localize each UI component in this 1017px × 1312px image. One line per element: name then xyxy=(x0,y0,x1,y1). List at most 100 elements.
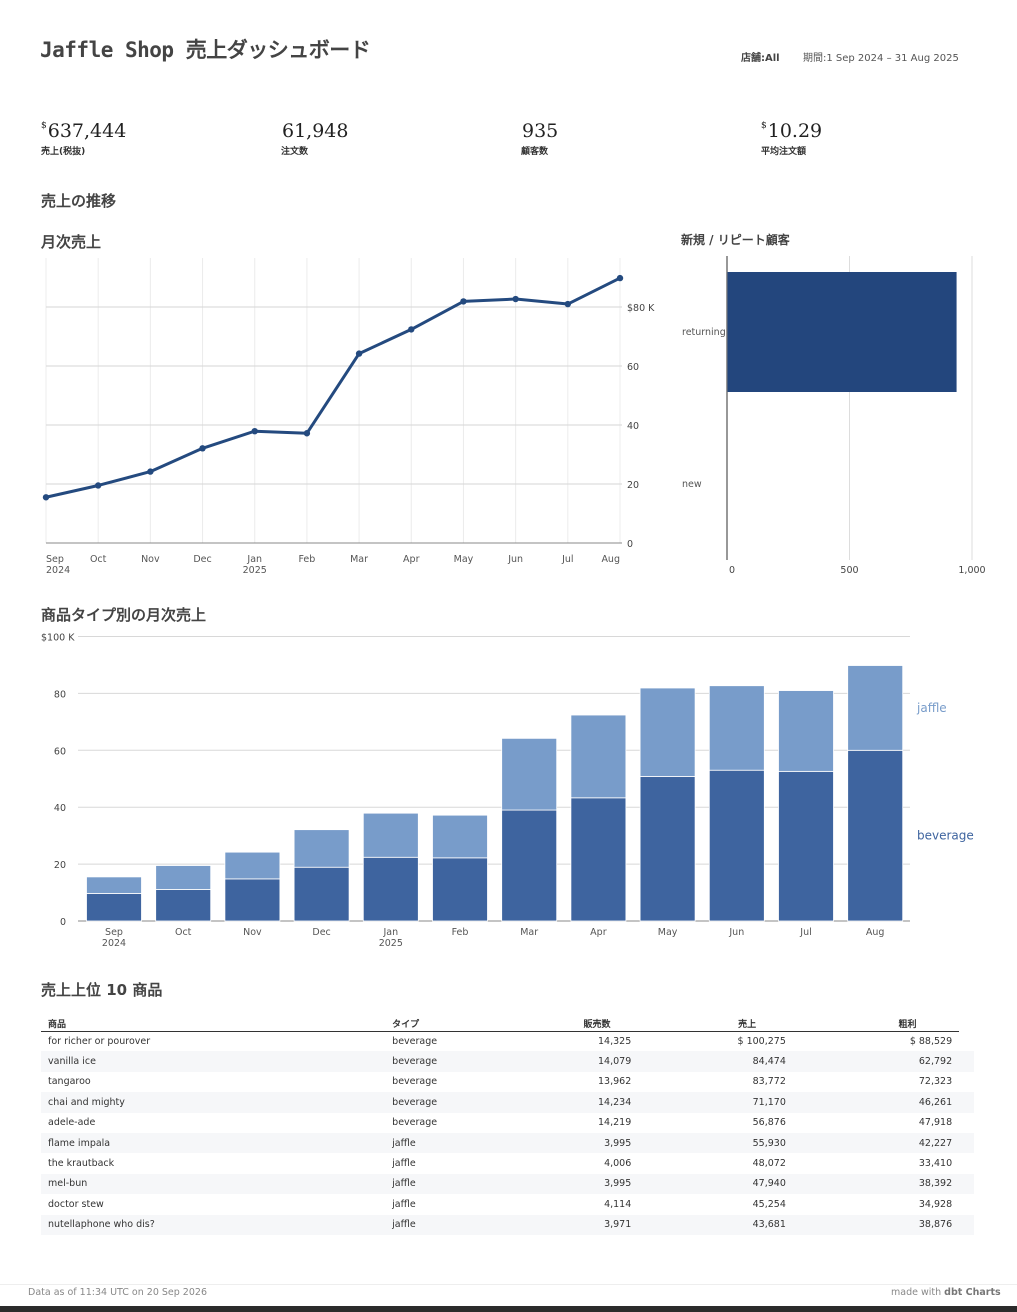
data-point xyxy=(94,482,102,489)
table-cell: 47,940 xyxy=(638,1173,793,1195)
table-row[interactable]: adele-ade beverage 14,219 56,876 47,918 xyxy=(41,1113,974,1133)
period-filter[interactable]: 期間:1 Sep 2024 – 31 Aug 2025 xyxy=(803,53,959,64)
y-tick-label: 80 xyxy=(54,689,66,700)
table-cell: flame impala xyxy=(41,1132,386,1154)
table-cell: 14,234 xyxy=(522,1092,639,1113)
table-row[interactable]: the krautback jaffle 4,006 48,072 33,410 xyxy=(41,1153,974,1173)
bar-beverage xyxy=(847,749,904,922)
table-row[interactable]: for richer or pourover beverage 14,325 $ 10… xyxy=(41,1031,974,1051)
table-cell: 33,410 xyxy=(918,1158,953,1170)
x-tick-label: Feb xyxy=(298,554,315,565)
table-cell: 71,170 xyxy=(638,1092,793,1113)
page-title: Jaffle Shop 売上ダッシュボード xyxy=(40,38,371,62)
x-tick-label: Oct xyxy=(90,554,107,565)
table-cell-spacer xyxy=(959,1132,974,1154)
bar-returning xyxy=(727,272,957,392)
x-tick-label: Apr xyxy=(403,554,420,565)
sales-line xyxy=(45,276,621,499)
line-chart-title: 月次売上 xyxy=(41,233,102,251)
section-title-trend: 売上の推移 xyxy=(41,192,117,210)
data-point xyxy=(199,445,206,452)
x-tick-label: Dec xyxy=(312,927,330,938)
legend-beverage: beverage xyxy=(917,829,974,843)
x-tick-label: Dec xyxy=(193,554,211,565)
table-row[interactable]: tangaroo beverage 13,962 83,772 72,323 xyxy=(41,1072,974,1092)
table-cell: 13,962 xyxy=(598,1076,632,1088)
table-cell: jaffle xyxy=(385,1214,523,1235)
stacked-chart-title: 商品タイプ別の月次売上 xyxy=(41,606,207,624)
table-row[interactable]: mel-bun jaffle 3,995 47,940 38,392 xyxy=(41,1173,974,1195)
bar-beverage xyxy=(362,856,419,922)
made-with-brand: dbt Charts xyxy=(944,1287,1001,1298)
customer-type-bar-chart: 0 500 1,000 returning new xyxy=(682,256,986,576)
table-cell: chai and mighty xyxy=(41,1092,386,1113)
table-row[interactable]: doctor stew jaffle 4,114 45,254 34,928 xyxy=(41,1194,974,1214)
x-tick-label: Jan xyxy=(246,554,262,565)
table-row[interactable]: nutellaphone who dis? jaffle 3,971 43,681 38… xyxy=(41,1214,974,1235)
col-header-type[interactable]: タイプ xyxy=(385,1016,523,1032)
table-cell: tangaroo xyxy=(48,1076,91,1088)
x-tick-label: May xyxy=(454,554,474,565)
bar-jaffle xyxy=(847,665,904,751)
table-row[interactable]: flame impala jaffle 3,995 55,930 42,227 xyxy=(41,1132,974,1154)
x-tick-label: Mar xyxy=(350,554,368,565)
bar-beverage xyxy=(639,776,696,922)
data-point xyxy=(408,326,415,333)
x-tick-label: 1,000 xyxy=(958,565,985,576)
col-header-product[interactable]: 商品 xyxy=(41,1016,386,1032)
table-cell-spacer xyxy=(959,1113,974,1133)
table-cell: 38,876 xyxy=(792,1214,960,1235)
x-tick-label: Aug xyxy=(601,554,620,565)
table-cell: 38,392 xyxy=(792,1173,960,1195)
kpi-aov-label: 平均注文額 xyxy=(761,147,807,157)
table-cell: 45,254 xyxy=(752,1198,786,1210)
data-point xyxy=(147,468,154,475)
col-header-units[interactable]: 販売数 xyxy=(522,1016,639,1032)
y-tick-label: 60 xyxy=(54,746,66,757)
col-header-revenue[interactable]: 売上 xyxy=(638,1016,793,1032)
table-cell: 48,072 xyxy=(752,1158,786,1170)
table-cell-spacer xyxy=(959,1051,974,1072)
col-header-margin[interactable]: 粗利 xyxy=(792,1016,960,1032)
table-cell: 62,792 xyxy=(792,1051,960,1072)
kpi-orders: 61,948 注文数 xyxy=(281,114,481,157)
legend-jaffle: jaffle xyxy=(916,701,947,715)
data-point xyxy=(251,427,258,435)
bar-beverage xyxy=(501,809,558,922)
made-with[interactable]: made with dbt Charts xyxy=(891,1287,1001,1298)
table-cell-spacer xyxy=(959,1173,974,1195)
section-title-top10: 売上上位 10 商品 xyxy=(41,981,163,999)
table-cell: 55,930 xyxy=(638,1132,793,1154)
table-cell: beverage xyxy=(392,1117,438,1129)
table-cell: mel-bun xyxy=(41,1173,386,1195)
table-cell-spacer xyxy=(959,1194,974,1214)
x-tick-label: May xyxy=(658,927,678,938)
table-cell: doctor stew xyxy=(48,1198,104,1210)
bar-beverage xyxy=(570,797,627,922)
kpi-customers-value: 935 xyxy=(522,120,559,142)
bar-beverage xyxy=(708,769,765,922)
x-tick-label: 2025 xyxy=(379,938,403,949)
data-point xyxy=(42,494,50,501)
table-cell-spacer xyxy=(959,1153,974,1173)
table-row[interactable]: vanilla ice beverage 14,079 84,474 62,792 xyxy=(41,1051,974,1072)
table-cell: $ 100,275 xyxy=(737,1035,786,1047)
data-point xyxy=(512,295,519,303)
y-tick-label: 20 xyxy=(627,480,639,491)
bar-jaffle xyxy=(155,865,212,890)
bar-beverage xyxy=(224,878,281,922)
x-tick-label: Nov xyxy=(243,927,262,938)
data-point xyxy=(616,274,624,282)
x-tick-label: Mar xyxy=(520,927,538,938)
table-cell: nutellaphone who dis? xyxy=(41,1214,386,1235)
footer-divider xyxy=(0,1284,1017,1285)
bar-beverage xyxy=(86,893,142,922)
x-tick-label: 2024 xyxy=(46,565,70,576)
store-filter[interactable]: 店舗:All xyxy=(741,53,780,64)
table-cell: 56,876 xyxy=(752,1117,786,1129)
bar-jaffle xyxy=(432,814,488,859)
x-tick-label: Sep xyxy=(105,927,123,938)
kpi-revenue-label: 売上(税抜) xyxy=(41,147,86,157)
table-cell-spacer xyxy=(959,1214,974,1235)
table-row[interactable]: chai and mighty beverage 14,234 71,170 46,26… xyxy=(41,1092,974,1113)
